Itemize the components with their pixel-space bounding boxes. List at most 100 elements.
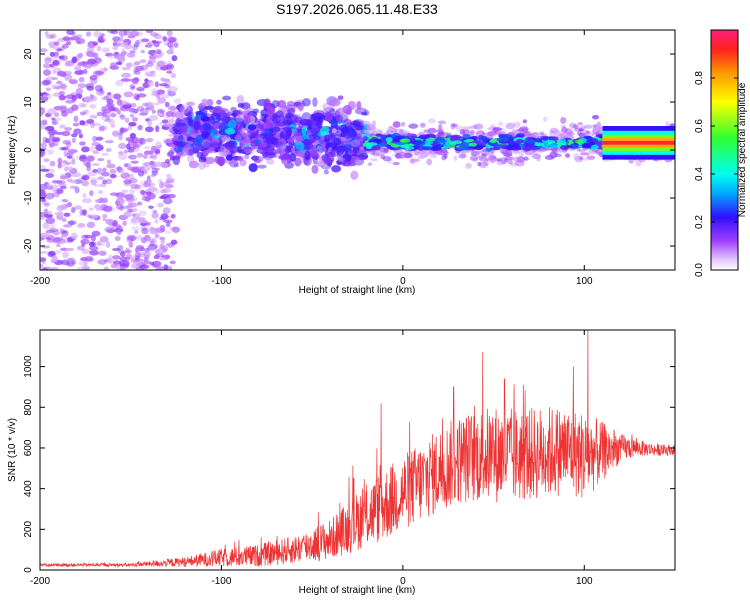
spectrogram-blob [58, 104, 68, 110]
spectrogram-blob [135, 245, 144, 250]
spectrogram-blob [408, 123, 419, 129]
spectrogram-blob [169, 226, 177, 231]
spectrogram-blob [91, 214, 99, 219]
spectrogram-blob [45, 138, 51, 144]
spectrogram-blob [477, 161, 482, 167]
spectrogram-blob [278, 114, 285, 120]
spectrogram-blob [437, 131, 445, 139]
spectrogram-blob [479, 157, 490, 162]
spectrogram-blob [112, 36, 120, 42]
spectrogram-blob [123, 163, 132, 168]
spectrogram-blob [81, 248, 91, 255]
spectrogram-blob [375, 150, 384, 156]
spectrogram-blob [399, 138, 411, 143]
spectrogram-blob [159, 189, 168, 194]
spectrogram-blob [83, 96, 92, 103]
spectrogram-blob [220, 136, 231, 143]
spectrogram-blob [53, 66, 59, 74]
spectrogram-blob [472, 157, 479, 163]
spectrogram-blob [169, 260, 176, 265]
spectrogram-blob [112, 45, 119, 51]
spectrogram-blob [168, 86, 178, 93]
spectrogram-blob [101, 152, 109, 156]
spectrogram-blob [69, 185, 77, 189]
spectrogram-blob [94, 71, 105, 75]
spectrogram-blob [43, 62, 51, 69]
spectrogram-blob [342, 153, 352, 163]
spectrogram-blob [81, 264, 90, 270]
spectrogram-blob [136, 93, 147, 98]
spectrogram-blob [92, 41, 99, 46]
spectrogram-blob [165, 177, 175, 183]
spectrogram-blob [427, 127, 437, 134]
spectrogram-blob [311, 150, 318, 159]
spectrogram-blob [418, 134, 430, 140]
spectrogram-blob [539, 131, 545, 136]
spectrogram-blob [107, 92, 112, 96]
spectrogram-blob [42, 266, 48, 270]
spectrogram-blob [170, 72, 177, 79]
spectrogram-blob [392, 121, 401, 128]
spectrogram-blob [116, 109, 122, 115]
spectrogram-blob [71, 158, 76, 165]
spectrogram-blob [64, 62, 74, 67]
spectrogram-blob [383, 148, 389, 153]
spectrogram-blob [170, 213, 176, 219]
spectrogram-y-tick-label: 20 [23, 48, 34, 60]
spectrogram-blob [151, 212, 159, 219]
spectrogram-blob [61, 233, 66, 238]
spectrogram-blob [119, 260, 130, 267]
spectrogram-blob [392, 161, 400, 166]
spectrogram-blob [155, 92, 161, 99]
spectrogram-blob [375, 133, 383, 137]
spectrogram-blob [128, 241, 134, 248]
spectrogram-blob [153, 102, 161, 106]
spectrogram-blob [97, 37, 106, 43]
spectrogram-blob [85, 238, 90, 245]
spectrogram-blob [168, 119, 177, 125]
spectrogram-blob [439, 150, 449, 156]
spectrogram-blob [129, 113, 135, 118]
spectrogram-blob [166, 173, 172, 179]
spectrogram-x-tick-label: 0 [400, 276, 406, 287]
spectrogram-blob [110, 112, 117, 118]
spectrogram-blob [189, 139, 198, 146]
spectrogram-blob [62, 224, 72, 228]
spectrogram-blob [549, 130, 556, 137]
spectrogram-blob [168, 133, 176, 137]
spectrogram-blob [279, 130, 285, 138]
spectrogram-blob [451, 123, 458, 128]
spectrogram-blob [154, 167, 160, 171]
spectrogram-blob [234, 134, 242, 143]
spectrogram-blob [49, 33, 57, 39]
snr-y-label: SNR (10 * v/v) [7, 418, 18, 482]
spectrogram-blob [116, 203, 123, 211]
spectrogram-blob [590, 144, 599, 150]
spectrogram-blob [578, 128, 584, 132]
spectrogram-blob [53, 230, 60, 236]
spectrogram-blob [101, 197, 109, 204]
spectrogram-blob [201, 139, 211, 149]
spectrogram-blob [206, 147, 213, 154]
spectrogram-blob [224, 127, 236, 135]
spectrogram-blob [49, 267, 59, 270]
spectrogram-blob [78, 133, 83, 139]
spectrogram-blob [385, 137, 393, 143]
spectrogram-blob [171, 226, 181, 233]
spectrogram-blob [582, 157, 591, 161]
spectrogram-blob [141, 82, 151, 89]
spectrogram-blob [382, 155, 392, 162]
spectrogram-blob [295, 141, 305, 151]
spectrogram-blob [572, 124, 579, 130]
spectrogram-blob [549, 151, 558, 159]
spectrogram-blob [145, 221, 151, 226]
spectrogram-blob [236, 109, 244, 116]
spectrogram-blob [312, 97, 318, 107]
spectrogram-blob [145, 42, 152, 47]
spectrogram-blob [154, 233, 160, 239]
spectrogram-blob [89, 177, 99, 183]
spectrogram-blob [119, 114, 126, 120]
spectrogram-blob [47, 108, 57, 115]
spectrogram-blob [142, 102, 150, 107]
spectrogram-blob [105, 178, 113, 185]
